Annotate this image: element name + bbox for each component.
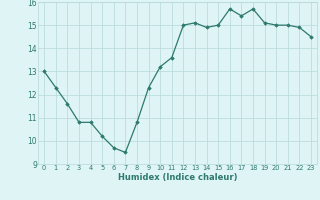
X-axis label: Humidex (Indice chaleur): Humidex (Indice chaleur): [118, 173, 237, 182]
